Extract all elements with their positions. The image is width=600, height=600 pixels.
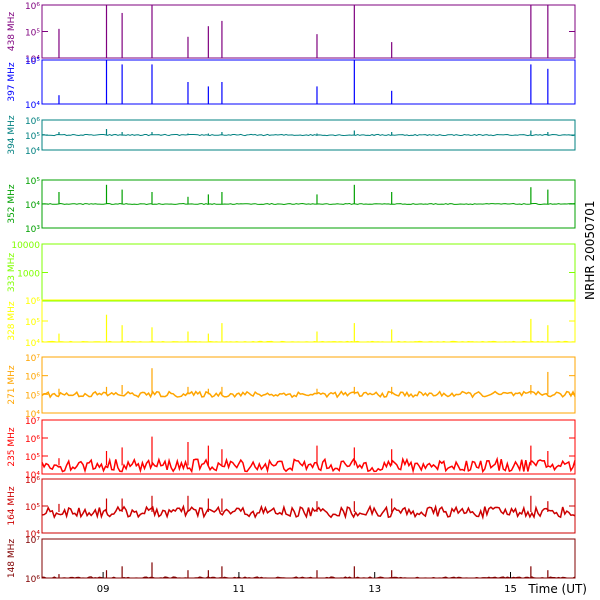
series-line (42, 576, 576, 579)
y-tick-label: 10⁶ (25, 373, 40, 383)
series-line (41, 456, 576, 474)
y-tick-label: 10⁴ (25, 471, 40, 481)
series-label: 333 MHz (7, 253, 17, 293)
y-tick-label: 10⁵ (25, 29, 40, 39)
y-tick-label: 10⁴ (25, 201, 40, 211)
series-label: 438 MHz (7, 12, 17, 52)
series-label: 394 MHz (7, 115, 17, 155)
series-line (41, 202, 576, 206)
y-tick-label: 10000 (11, 241, 40, 251)
x-axis-label: Time (UT) (527, 582, 587, 596)
series-label: 235 MHz (7, 427, 17, 467)
y-tick-label: 10⁵ (25, 57, 40, 67)
panel-frame (41, 419, 576, 475)
y-tick-label: 10⁵ (25, 132, 40, 142)
y-tick-label: 10⁴ (25, 410, 40, 420)
panel-frame (41, 356, 576, 414)
y-tick-label: 10⁶ (25, 2, 40, 12)
x-tick-label: 11 (233, 584, 246, 595)
y-tick-label: 1000 (17, 270, 40, 280)
y-tick-label: 10⁶ (25, 297, 40, 307)
y-tick-label: 10⁶ (25, 117, 40, 127)
series-label: 352 MHz (7, 184, 17, 224)
y-tick-label: 10⁴ (25, 101, 40, 111)
x-tick-label: 15 (504, 584, 517, 595)
y-tick-label: 10⁶ (25, 435, 40, 445)
y-tick-label: 10⁷ (25, 354, 40, 364)
y-tick-label: 10⁵ (25, 318, 40, 328)
series-line (41, 390, 576, 399)
series-label: 148 MHz (7, 539, 17, 579)
series-line (41, 133, 576, 137)
series-line (41, 340, 576, 343)
y-tick-label: 10⁷ (25, 417, 40, 427)
y-tick-label: 10⁴ (25, 530, 40, 540)
y-tick-label: 10³ (25, 225, 40, 235)
series-label: 271 MHz (7, 365, 17, 405)
y-tick-label: 10⁴ (25, 339, 40, 349)
y-tick-label: 10⁷ (25, 536, 40, 546)
y-tick-label: 10⁵ (25, 453, 40, 463)
panel-frame (41, 243, 576, 302)
series-label: 397 MHz (7, 62, 17, 102)
series-label: 164 MHz (7, 486, 17, 526)
y-tick-label: 10⁴ (25, 55, 40, 65)
chart-title: NRHR 20050701 (583, 200, 597, 300)
y-tick-label: 10⁵ (25, 177, 40, 187)
y-tick-label: 10⁵ (25, 503, 40, 513)
y-tick-label: 10⁶ (25, 476, 40, 486)
series-line (41, 504, 576, 521)
series-label: 328 MHz (7, 301, 17, 341)
y-tick-label: 10⁴ (25, 147, 40, 157)
y-tick-label: 10⁶ (25, 575, 40, 585)
y-tick-label: 10⁵ (25, 391, 40, 401)
x-tick-label: 09 (97, 584, 110, 595)
x-tick-label: 13 (368, 584, 381, 595)
